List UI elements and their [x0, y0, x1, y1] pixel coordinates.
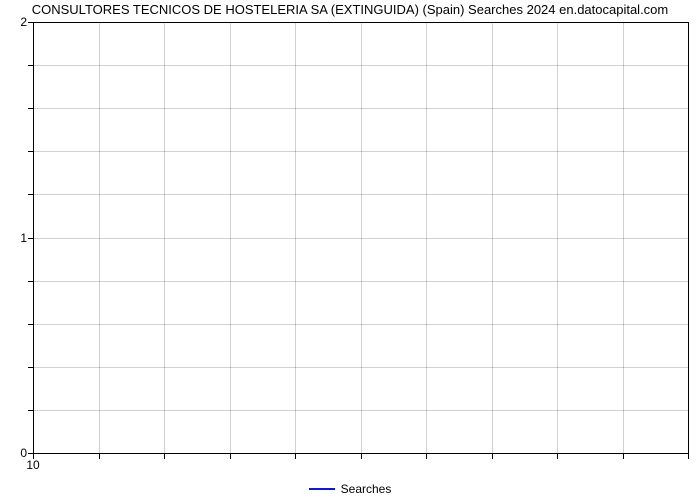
grid-line-horizontal: [33, 324, 689, 325]
grid-line-horizontal: [33, 151, 689, 152]
x-axis-tick: [230, 454, 231, 459]
y-axis-tick: [28, 151, 33, 152]
x-axis-tick: [557, 454, 558, 459]
chart-container: CONSULTORES TECNICOS DE HOSTELERIA SA (E…: [0, 0, 700, 500]
y-axis-tick-label: 1: [11, 231, 27, 245]
chart-title: CONSULTORES TECNICOS DE HOSTELERIA SA (E…: [0, 2, 700, 17]
y-axis-tick: [28, 108, 33, 109]
y-axis-tick: [28, 324, 33, 325]
grid-line-horizontal: [33, 238, 689, 239]
x-axis-tick-label: 10: [26, 458, 39, 472]
legend-label: Searches: [341, 482, 392, 496]
grid-line-horizontal: [33, 367, 689, 368]
grid-line-horizontal: [33, 108, 689, 109]
x-axis-tick: [688, 454, 689, 459]
legend: Searches: [0, 482, 700, 496]
x-axis-tick: [99, 454, 100, 459]
plot-area: [33, 22, 689, 454]
x-axis-tick: [33, 454, 34, 459]
y-axis-tick: [28, 65, 33, 66]
x-axis-tick: [492, 454, 493, 459]
x-axis-tick: [361, 454, 362, 459]
grid-line-horizontal: [33, 65, 689, 66]
grid-line-horizontal: [33, 22, 689, 23]
x-axis-tick: [426, 454, 427, 459]
legend-line-icon: [309, 488, 335, 490]
y-axis-tick-label: 2: [11, 15, 27, 29]
x-axis-tick: [164, 454, 165, 459]
y-axis-tick-label: 0: [11, 446, 27, 460]
x-axis-tick: [623, 454, 624, 459]
y-axis-tick: [28, 194, 33, 195]
grid-line-horizontal: [33, 281, 689, 282]
y-axis-tick: [28, 410, 33, 411]
y-axis-tick: [28, 22, 33, 23]
y-axis-tick: [28, 281, 33, 282]
grid-line-horizontal: [33, 410, 689, 411]
x-axis-tick: [295, 454, 296, 459]
grid-line-horizontal: [33, 194, 689, 195]
y-axis-tick: [28, 238, 33, 239]
y-axis-tick: [28, 367, 33, 368]
